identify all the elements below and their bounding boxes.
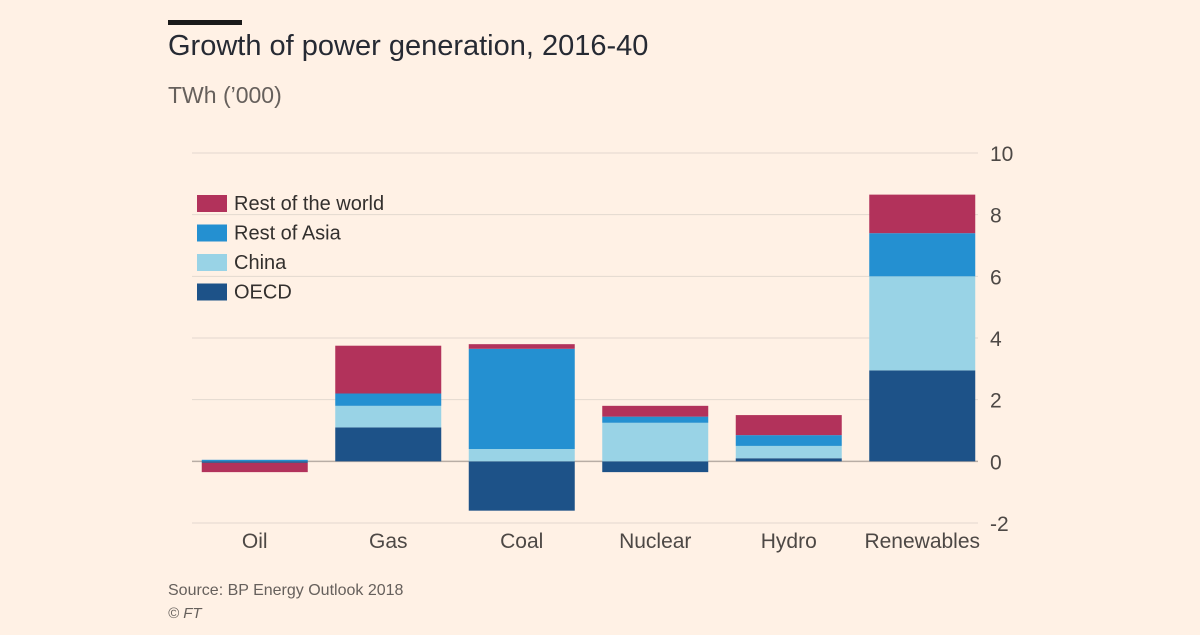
bar-gas-china bbox=[335, 405, 442, 428]
y-tick-label: 4 bbox=[990, 328, 1002, 351]
legend-swatch bbox=[197, 283, 227, 301]
legend-label: China bbox=[234, 252, 287, 274]
bar-hydro-rest-of-asia bbox=[735, 435, 842, 446]
bar-coal-rest-of-asia bbox=[468, 348, 575, 449]
legend-swatch bbox=[197, 195, 227, 212]
bar-hydro-china bbox=[735, 445, 842, 459]
bar-oil-oecd bbox=[201, 461, 308, 463]
bar-nuclear-rest-of-asia bbox=[602, 416, 709, 423]
bar-coal-rest-of-the-world bbox=[468, 344, 575, 349]
legend-label: Rest of the world bbox=[234, 193, 384, 215]
bar-renewables-rest-of-asia bbox=[869, 233, 976, 277]
credit-note: © FT bbox=[168, 605, 202, 622]
bar-gas-rest-of-the-world bbox=[335, 345, 442, 394]
x-tick-label: Oil bbox=[242, 530, 268, 553]
bar-nuclear-china bbox=[602, 422, 709, 462]
bar-coal-oecd bbox=[468, 461, 575, 511]
legend-swatch bbox=[197, 224, 227, 242]
y-tick-label: -2 bbox=[990, 513, 1009, 536]
chart-title: Growth of power generation, 2016-40 bbox=[168, 30, 649, 62]
bar-oil-rest-of-asia bbox=[201, 459, 308, 462]
x-tick-label: Coal bbox=[500, 530, 543, 553]
y-tick-label: 2 bbox=[990, 390, 1002, 413]
bar-oil-rest-of-the-world bbox=[201, 462, 308, 473]
bar-coal-china bbox=[468, 449, 575, 462]
bar-renewables-china bbox=[869, 276, 976, 371]
x-tick-label: Renewables bbox=[864, 530, 980, 553]
bar-hydro-rest-of-the-world bbox=[735, 415, 842, 436]
source-note: Source: BP Energy Outlook 2018 bbox=[168, 582, 404, 599]
title-rule bbox=[168, 20, 242, 25]
bar-renewables-oecd bbox=[869, 370, 976, 462]
bar-hydro-oecd bbox=[735, 458, 842, 462]
y-tick-label: 6 bbox=[990, 266, 1002, 289]
legend-swatch bbox=[197, 254, 227, 271]
y-tick-label: 8 bbox=[990, 205, 1002, 228]
x-tick-label: Hydro bbox=[761, 530, 817, 553]
chart-subtitle: TWh (’000) bbox=[168, 82, 282, 108]
y-tick-label: 10 bbox=[990, 143, 1013, 166]
legend-label: OECD bbox=[234, 282, 292, 304]
y-tick-label: 0 bbox=[990, 451, 1002, 474]
x-tick-label: Gas bbox=[369, 530, 408, 553]
bar-gas-rest-of-asia bbox=[335, 393, 442, 406]
bar-renewables-rest-of-the-world bbox=[869, 194, 976, 234]
bar-gas-oecd bbox=[335, 427, 442, 462]
bar-nuclear-oecd bbox=[602, 461, 709, 473]
bar-nuclear-rest-of-the-world bbox=[602, 405, 709, 417]
x-tick-label: Nuclear bbox=[619, 530, 691, 553]
legend-label: Rest of Asia bbox=[234, 223, 342, 245]
